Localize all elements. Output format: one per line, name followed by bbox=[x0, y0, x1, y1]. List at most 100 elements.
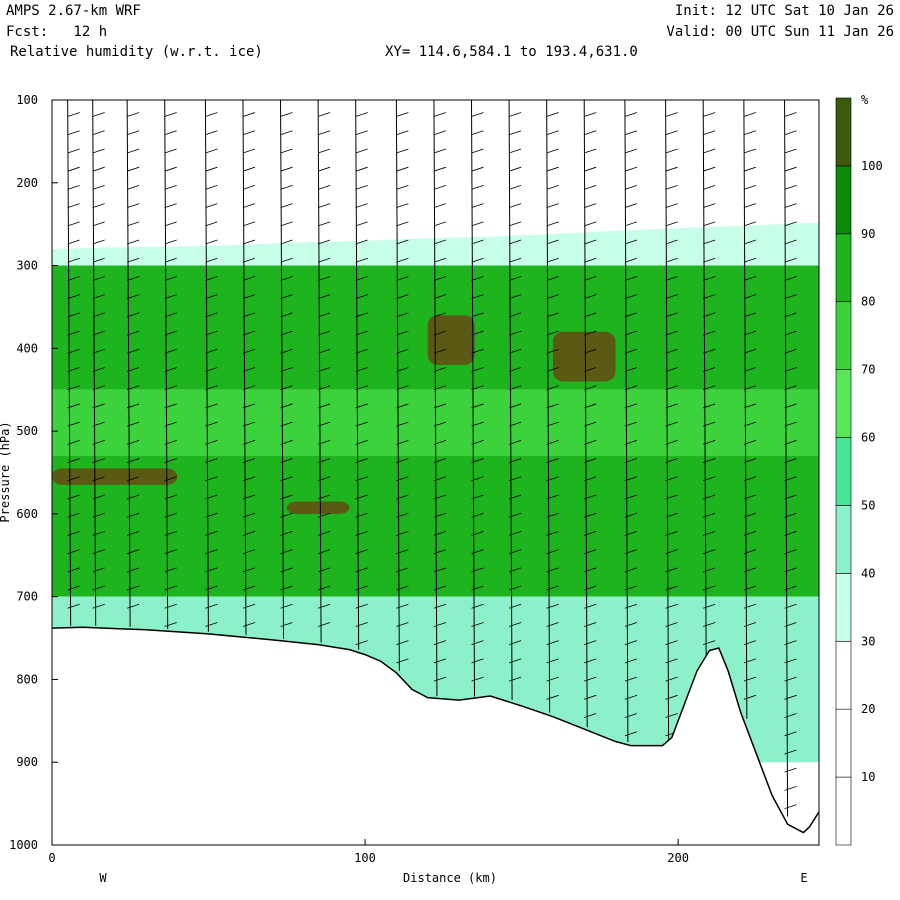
wind-barb-flag bbox=[703, 257, 716, 263]
wind-barb-flag bbox=[508, 185, 522, 190]
wind-barb-flag bbox=[703, 567, 716, 573]
wind-barb-flag bbox=[471, 385, 484, 391]
wind-barb-flag bbox=[546, 403, 559, 409]
wind-barb-flag bbox=[127, 112, 140, 117]
wind-barb-flag bbox=[205, 148, 218, 154]
wind-barb-flag bbox=[546, 421, 559, 427]
wind-barb-flag bbox=[92, 603, 105, 609]
wind-barb-flag bbox=[317, 603, 331, 609]
wind-barb-flag bbox=[67, 330, 80, 336]
wind-barb-flag bbox=[396, 403, 409, 409]
field-title: Relative humidity (w.r.t. ice) bbox=[10, 44, 263, 60]
colorbar-label: 60 bbox=[861, 431, 875, 445]
wind-barb-flag bbox=[280, 439, 293, 445]
wind-barb-flag bbox=[67, 567, 80, 573]
wind-barb-flag bbox=[703, 494, 716, 500]
wind-barb-flag bbox=[164, 130, 177, 136]
wind-barb-flag bbox=[242, 166, 256, 172]
y-tick-label: 400 bbox=[16, 341, 38, 355]
wind-barb-flag bbox=[471, 531, 484, 536]
wind-barb-flag bbox=[205, 549, 218, 555]
wind-barb-flag bbox=[242, 239, 256, 245]
wind-barb-flag bbox=[703, 348, 716, 354]
colorbar-segment bbox=[835, 165, 852, 235]
wind-barb-flag bbox=[546, 458, 559, 463]
wind-barb-flag bbox=[280, 603, 293, 609]
wind-barb-flag bbox=[164, 385, 177, 391]
wind-barb-flag bbox=[471, 312, 484, 318]
wind-barb-flag bbox=[546, 276, 559, 281]
wind-barb-flag bbox=[624, 476, 638, 482]
x-axis-label: Distance (km) bbox=[403, 871, 497, 885]
wind-barb-flag bbox=[317, 239, 331, 245]
wind-barb-flag bbox=[624, 148, 638, 154]
wind-barb-flag bbox=[665, 494, 678, 500]
wind-barb-flag bbox=[396, 348, 409, 354]
wind-barb-flag bbox=[546, 221, 559, 227]
wind-barb-flag bbox=[164, 330, 177, 336]
wind-barb-flag bbox=[317, 166, 331, 172]
wind-barb-flag bbox=[317, 148, 331, 154]
wind-barb-flag bbox=[703, 640, 716, 646]
colorbar-label: 40 bbox=[861, 566, 875, 580]
wind-barb-flag bbox=[471, 439, 484, 445]
wind-barb-flag bbox=[396, 166, 409, 172]
wind-barb-flag bbox=[205, 385, 218, 391]
wind-barb-flag bbox=[624, 676, 638, 682]
wind-barb-flag bbox=[624, 385, 638, 391]
wind-barb-flag bbox=[67, 367, 80, 372]
terrain-mask bbox=[52, 627, 819, 845]
wind-barb-flag bbox=[508, 531, 522, 536]
wind-barb-flag bbox=[433, 512, 447, 518]
plot-frame bbox=[51, 99, 820, 846]
wind-barb-flag bbox=[67, 549, 80, 555]
wind-barb-flag bbox=[242, 494, 256, 500]
wind-barb-flag bbox=[67, 312, 80, 318]
wind-barb-flag bbox=[471, 239, 484, 245]
wind-barb-flag bbox=[92, 439, 105, 445]
wind-barb-flag bbox=[433, 294, 447, 300]
wind-barb-flag bbox=[584, 640, 597, 646]
wind-barb-flag bbox=[127, 312, 140, 318]
wind-barb-flag bbox=[433, 585, 447, 591]
wind-barb-flag bbox=[317, 567, 331, 573]
colorbar-segment bbox=[835, 437, 852, 506]
wind-barb-flag bbox=[471, 421, 484, 427]
colorbar-label: 80 bbox=[861, 295, 875, 309]
wind-barb-flag bbox=[355, 166, 368, 172]
y-tick-label: 300 bbox=[16, 259, 38, 273]
wind-barb bbox=[471, 100, 476, 697]
wind-barb-flag bbox=[546, 439, 559, 445]
wind-barb-flag bbox=[546, 312, 559, 318]
wind-barb-flag bbox=[67, 494, 80, 500]
wind-barb-flag bbox=[355, 257, 368, 263]
wind-barb-flag bbox=[242, 130, 256, 136]
wind-barb-flag bbox=[508, 585, 522, 591]
wind-barb-flag bbox=[624, 312, 638, 318]
wind-barb-flag bbox=[280, 512, 293, 518]
wind-barb-flag bbox=[471, 549, 484, 555]
wind-barb-flag bbox=[92, 567, 105, 573]
wind-barb-flag bbox=[127, 531, 140, 536]
wind-barb-flag bbox=[743, 312, 756, 318]
wind-barb-flag bbox=[433, 476, 447, 482]
wind-barb-flag bbox=[665, 458, 678, 463]
wind-barb-flag bbox=[584, 676, 597, 682]
wind-barb-flag bbox=[546, 676, 559, 682]
wind-barb-flag bbox=[584, 312, 597, 318]
wind-barb-flag bbox=[624, 531, 638, 536]
wind-barb-flag bbox=[508, 603, 522, 609]
wind-barb-flag bbox=[127, 203, 140, 208]
wind-barb-flag bbox=[743, 203, 756, 208]
wind-barb-flag bbox=[784, 785, 797, 791]
wind-barb-flag bbox=[471, 185, 484, 190]
wind-barb-flag bbox=[396, 367, 409, 372]
wind-barb-flag bbox=[127, 148, 140, 154]
wind-barb-flag bbox=[317, 512, 331, 518]
wind-barb-flag bbox=[784, 312, 797, 318]
wind-barb-flag bbox=[396, 512, 409, 518]
wind-barb-flag bbox=[242, 476, 256, 482]
wind-barb-flag bbox=[703, 148, 716, 154]
wind-barb-flag bbox=[703, 130, 716, 136]
wind-barb bbox=[583, 100, 588, 728]
